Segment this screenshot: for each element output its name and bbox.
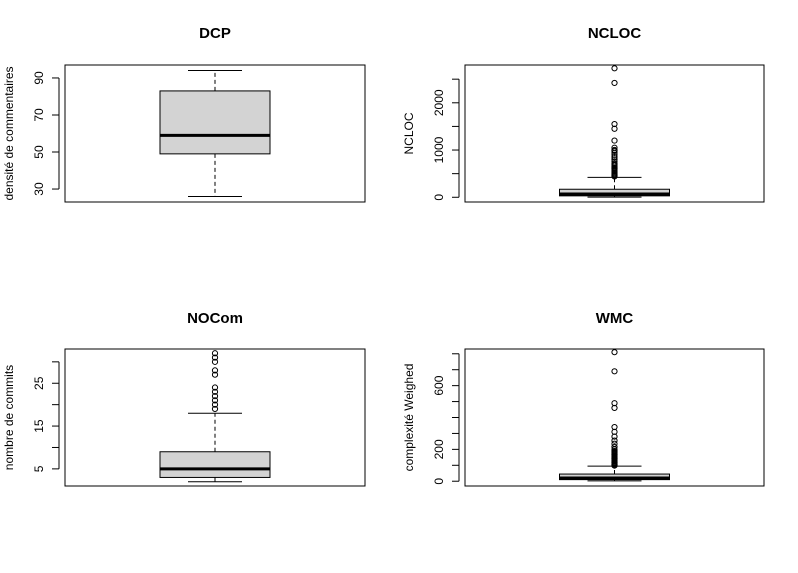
- outlier-point: [211, 405, 219, 413]
- y-tick-label: 90: [32, 71, 46, 85]
- outlier-point: [611, 349, 618, 356]
- y-tick-label: 25: [32, 376, 46, 390]
- chart-title: NOCom: [187, 310, 243, 327]
- plot-frame: [64, 64, 366, 203]
- outlier-point: [211, 384, 219, 391]
- y-axis-label: complexité Weighed: [402, 364, 416, 472]
- boxplot-panel: WMC complexité Weighed 0 200 600: [402, 310, 765, 487]
- boxplot-panel: NCLOC NCLOC 0 1000 2000: [402, 25, 765, 203]
- y-tick-label: 1000: [432, 136, 446, 163]
- outlier-point: [211, 371, 219, 378]
- boxplot-panel: DCP densité de commentaires 30 50 70 90: [2, 25, 366, 203]
- y-axis-label: densité de commentaires: [2, 66, 16, 200]
- y-tick-label: 2000: [432, 89, 446, 116]
- outlier-point: [211, 350, 219, 357]
- outlier-point: [611, 144, 618, 151]
- outlier-point: [611, 120, 618, 128]
- plot-frame: [464, 348, 765, 487]
- y-tick-label: 15: [32, 419, 46, 433]
- chart-title: WMC: [596, 310, 634, 327]
- y-axis-label: NCLOC: [402, 112, 416, 154]
- y-tick-label: 600: [432, 375, 446, 395]
- outlier-point: [211, 367, 219, 374]
- outlier-point: [611, 160, 618, 167]
- y-tick-label: 70: [32, 108, 46, 122]
- y-tick-label: 5: [32, 465, 46, 472]
- outlier-point: [611, 154, 618, 161]
- outlier-point: [211, 392, 219, 400]
- outlier-point: [611, 368, 618, 375]
- outlier-point: [211, 401, 219, 408]
- outlier-point: [211, 354, 219, 361]
- outlier-point: [211, 397, 219, 404]
- y-tick-label: 50: [32, 145, 46, 159]
- plot-frame: [64, 348, 366, 487]
- outlier-point: [611, 137, 618, 144]
- outlier-point: [611, 437, 618, 444]
- y-axis-label: nombre de commits: [2, 365, 16, 470]
- outlier-point: [611, 65, 618, 72]
- outlier-point: [611, 158, 618, 165]
- iqr-box: [159, 451, 271, 478]
- iqr-box: [159, 90, 271, 155]
- chart-title: NCLOC: [588, 25, 641, 42]
- outlier-point: [211, 358, 219, 365]
- outlier-point: [611, 443, 618, 451]
- y-tick-label: 0: [432, 478, 446, 485]
- outlier-point: [211, 388, 219, 395]
- outlier-point: [611, 400, 618, 407]
- outlier-point: [611, 440, 618, 447]
- plot-frame: [464, 64, 765, 203]
- outlier-point: [611, 423, 618, 431]
- y-tick-label: 200: [432, 439, 446, 459]
- y-tick-label: 30: [32, 182, 46, 196]
- boxplot-panel: NOCom nombre de commits 5 15 25: [2, 310, 366, 487]
- outlier-point: [611, 79, 618, 87]
- chart-title: DCP: [199, 25, 231, 42]
- outlier-point: [611, 146, 618, 154]
- y-tick-label: 0: [432, 194, 446, 201]
